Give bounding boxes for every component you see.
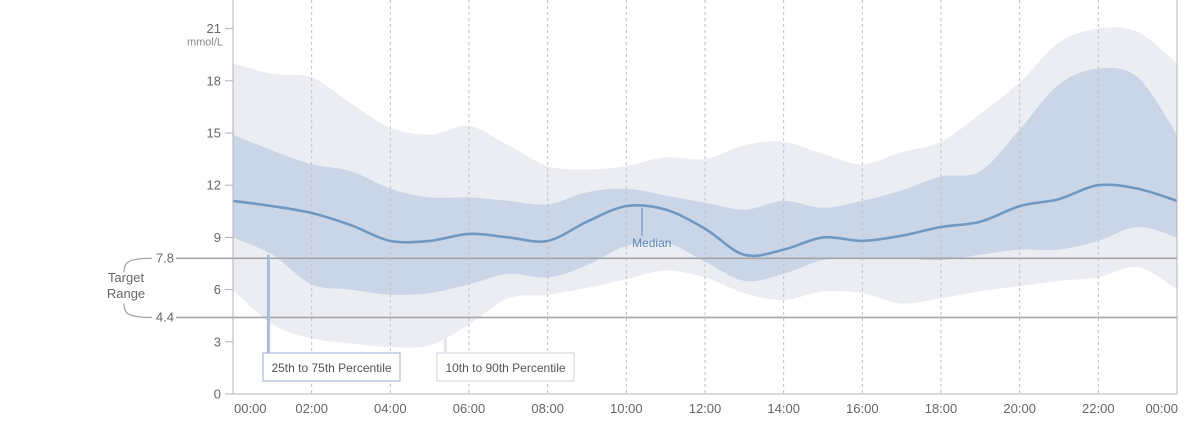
median-series <box>232 183 1178 258</box>
target-range-label-line1: Target <box>108 270 145 285</box>
x-tick-label: 10:00 <box>610 401 643 416</box>
legend-inner-label: 25th to 75th Percentile <box>271 361 391 375</box>
x-tick-label: 04:00 <box>374 401 407 416</box>
axes: 0 3 6 9 12 15 18 21 00:00 02:00 04:00 06:00 08:00 10:… <box>207 0 1178 416</box>
y-tick-label: 18 <box>207 73 221 88</box>
y-tick-label: 21 <box>207 21 221 36</box>
x-tick-label: 20:00 <box>1003 401 1036 416</box>
median-line <box>232 183 1178 258</box>
target-range: 7.8 4.4 <box>123 250 1177 324</box>
y-tick-label: 15 <box>207 126 221 141</box>
target-low-value: 4.4 <box>156 309 174 324</box>
y-tick-label: 9 <box>214 230 221 245</box>
target-brace-top <box>123 257 153 273</box>
legend-outer-label: 10th to 90th Percentile <box>445 361 565 375</box>
x-tick-label: 14:00 <box>767 401 800 416</box>
x-tick-label: 16:00 <box>846 401 879 416</box>
target-range-label-line2: Range <box>107 286 145 301</box>
y-tick-label: 6 <box>214 282 221 297</box>
legend-outer-box <box>436 352 575 382</box>
target-high-value: 7.8 <box>156 250 174 265</box>
x-tick-label: 02:00 <box>295 401 328 416</box>
x-tick-label: 00:00 <box>1145 401 1178 416</box>
x-tick-label: 18:00 <box>925 401 958 416</box>
x-tick-label: 22:00 <box>1082 401 1115 416</box>
legend: 25th to 75th Percentile 10th to 90th Per… <box>262 254 575 382</box>
y-tick-label: 3 <box>214 334 221 349</box>
x-tick-label: 12:00 <box>689 401 722 416</box>
target-brace-bottom <box>123 303 153 319</box>
median-label: Median <box>632 236 671 250</box>
x-tick-label: 06:00 <box>453 401 486 416</box>
x-tick-label: 08:00 <box>531 401 564 416</box>
x-tick-label: 00:00 <box>234 401 267 416</box>
y-tick-label: 0 <box>214 387 221 402</box>
band-25-75 <box>233 67 1177 296</box>
legend-inner-box <box>262 352 401 382</box>
y-tick-label: 12 <box>207 178 221 193</box>
y-axis-unit: mmol/L <box>187 37 223 49</box>
